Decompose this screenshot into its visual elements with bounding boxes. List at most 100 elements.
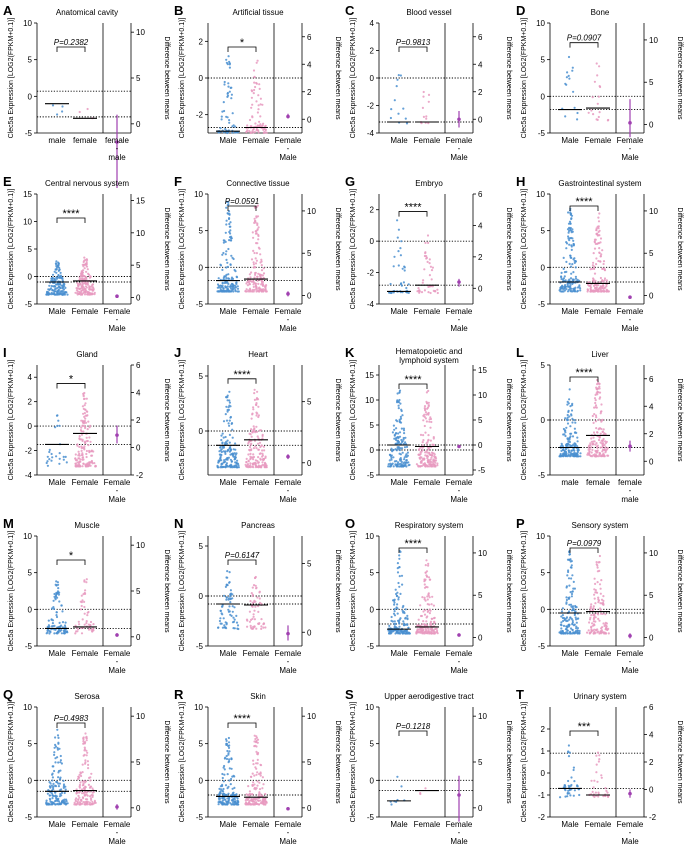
male-point [53, 278, 56, 281]
y2-tick-label: 10 [136, 28, 145, 37]
male-point [54, 598, 57, 601]
female-point [424, 251, 427, 254]
male-point [58, 629, 61, 632]
female-point [594, 455, 597, 458]
male-point [403, 446, 407, 449]
female-point [90, 798, 93, 801]
male-point [225, 794, 228, 797]
female-point [601, 279, 604, 282]
male-point [565, 616, 569, 619]
y-tick-label: 5 [199, 227, 204, 236]
y-tick-label: 0 [370, 776, 375, 785]
male-point [567, 755, 571, 758]
female-point [600, 612, 603, 615]
male-point [571, 237, 574, 240]
male-point [571, 590, 574, 593]
female-point [597, 115, 600, 119]
male-point [403, 432, 406, 435]
female-point [594, 591, 597, 594]
x-category-label: Male [561, 649, 579, 658]
female-point [80, 426, 83, 429]
female-point [249, 466, 252, 469]
male-point [227, 456, 230, 459]
male-point [227, 741, 231, 744]
y2-tick-label: 10 [649, 549, 658, 558]
female-point [83, 256, 86, 259]
female-point [256, 741, 259, 744]
panel-title: Muscle [74, 521, 100, 530]
y-axis-label: Clec5a Expression [LOG2(FPKM+0.1)] [8, 360, 15, 481]
female-point [245, 282, 248, 285]
male-point [226, 408, 229, 412]
male-point [51, 456, 54, 459]
male-point [229, 783, 232, 786]
male-point [405, 623, 409, 626]
female-point [425, 420, 428, 423]
x-category-label: Female [243, 820, 270, 829]
male-point [571, 623, 574, 626]
female-point [594, 401, 597, 405]
male-point [222, 787, 225, 791]
male-point [562, 256, 565, 259]
female-point [248, 130, 251, 133]
male-point [59, 274, 63, 277]
y2-tick-label: 10 [478, 549, 487, 558]
male-point [226, 410, 229, 413]
male-point [402, 611, 405, 614]
female-point [426, 412, 430, 415]
male-point [64, 785, 67, 788]
panel-title: Pancreas [241, 521, 275, 530]
panel-title: Liver [591, 350, 609, 359]
y2-tick-label: 5 [136, 587, 141, 596]
male-point [566, 403, 569, 406]
female-point [420, 456, 423, 459]
male-point [395, 606, 398, 609]
female-point [259, 771, 262, 774]
diff-mean-point [115, 140, 119, 144]
female-point [246, 798, 249, 801]
female-point [260, 625, 263, 628]
female-point [594, 443, 597, 446]
male-point [230, 803, 233, 806]
female-point [599, 446, 602, 449]
male-point [217, 277, 220, 280]
female-point [596, 102, 599, 105]
male-point [568, 596, 571, 599]
x-category-label: - [287, 315, 290, 324]
female-point [423, 613, 427, 616]
male-point [568, 77, 571, 80]
male-point [572, 587, 575, 590]
male-point [228, 779, 231, 782]
female-point [595, 445, 598, 448]
female-point [429, 417, 433, 421]
male-point [220, 788, 223, 791]
male-point [221, 465, 224, 468]
female-point [255, 430, 259, 433]
female-point [81, 452, 84, 455]
male-point [393, 255, 396, 258]
female-point [81, 453, 84, 456]
female-point [80, 798, 83, 801]
female-point [257, 282, 260, 285]
female-point [428, 274, 431, 277]
male-point [568, 553, 571, 556]
male-point [57, 593, 61, 596]
female-point [83, 412, 86, 415]
male-point [402, 107, 405, 110]
female-point [93, 462, 96, 465]
female-point [86, 428, 89, 431]
female-point [603, 279, 606, 282]
female-point [605, 288, 608, 291]
female-point [253, 276, 256, 279]
male-point [565, 418, 568, 421]
male-point [57, 419, 60, 422]
male-point [48, 450, 51, 454]
male-point [561, 630, 564, 633]
male-point [54, 757, 57, 760]
male-point [225, 622, 228, 625]
x-category-label: - [629, 657, 632, 666]
male-point [397, 74, 400, 77]
panel-letter: F [174, 174, 182, 189]
female-point [430, 630, 433, 633]
